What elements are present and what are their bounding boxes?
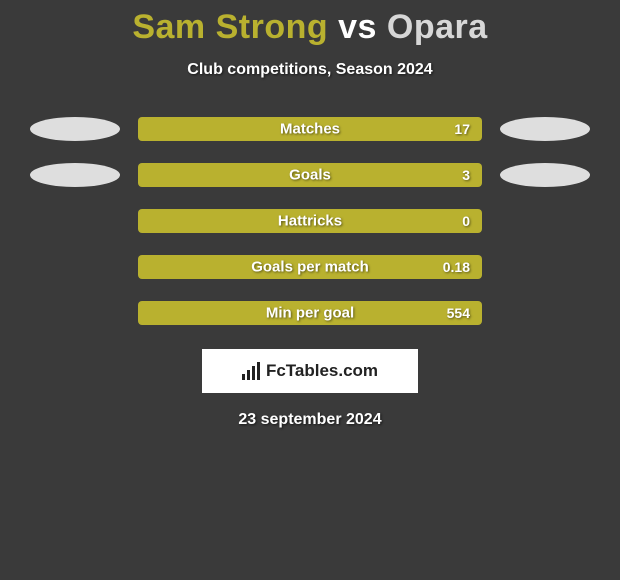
stat-label: Hattricks — [278, 213, 342, 230]
left-ellipse — [30, 163, 120, 187]
stat-value: 0.18 — [443, 259, 470, 275]
page-title: Sam Strong vs Opara — [0, 8, 620, 47]
stat-value: 3 — [462, 167, 470, 183]
stat-label: Goals — [289, 167, 331, 184]
left-spacer — [30, 255, 120, 279]
right-ellipse — [500, 163, 590, 187]
comparison-widget: Sam Strong vs Opara Club competitions, S… — [0, 0, 620, 429]
title-vs: vs — [338, 8, 377, 46]
stat-row: Goals per match 0.18 — [0, 255, 620, 279]
stat-bar: Matches 17 — [138, 117, 482, 141]
stat-value: 17 — [454, 121, 470, 137]
stat-bar: Goals per match 0.18 — [138, 255, 482, 279]
stat-bar: Hattricks 0 — [138, 209, 482, 233]
stat-label: Matches — [280, 121, 340, 138]
stat-label: Goals per match — [251, 259, 369, 276]
left-ellipse — [30, 117, 120, 141]
left-spacer — [30, 209, 120, 233]
footer-logo[interactable]: FcTables.com — [202, 349, 418, 393]
footer-logo-text: FcTables.com — [266, 361, 378, 381]
stat-row: Goals 3 — [0, 163, 620, 187]
footer-date: 23 september 2024 — [0, 411, 620, 429]
stat-label: Min per goal — [266, 305, 354, 322]
subtitle: Club competitions, Season 2024 — [0, 61, 620, 79]
stat-row: Min per goal 554 — [0, 301, 620, 325]
stat-value: 554 — [447, 305, 470, 321]
stat-value: 0 — [462, 213, 470, 229]
title-player2: Opara — [387, 8, 488, 46]
title-player1: Sam Strong — [132, 8, 328, 46]
bar-chart-icon — [242, 362, 260, 380]
stat-row: Matches 17 — [0, 117, 620, 141]
stat-bar: Min per goal 554 — [138, 301, 482, 325]
stat-row: Hattricks 0 — [0, 209, 620, 233]
stat-rows: Matches 17 Goals 3 Hattricks 0 Goals per match… — [0, 117, 620, 325]
right-spacer — [500, 255, 590, 279]
stat-bar: Goals 3 — [138, 163, 482, 187]
right-ellipse — [500, 117, 590, 141]
left-spacer — [30, 301, 120, 325]
right-spacer — [500, 209, 590, 233]
right-spacer — [500, 301, 590, 325]
